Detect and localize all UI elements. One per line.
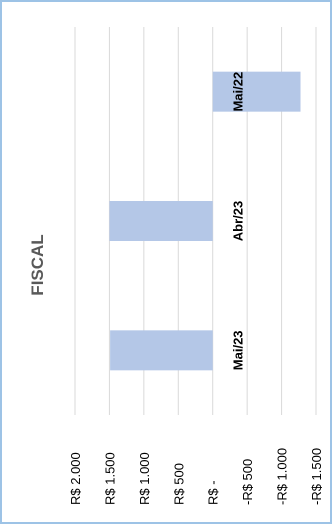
y-tick-label: -R$ 1.500 xyxy=(309,448,324,505)
category-label: Mai/23 xyxy=(231,330,246,370)
bar xyxy=(212,71,301,112)
y-tick-label: -R$ 1.000 xyxy=(275,448,290,505)
y-tick-label: R$ - xyxy=(206,480,221,505)
category-label: Mai/22 xyxy=(231,72,246,112)
chart-title: FISCAL xyxy=(28,234,47,295)
category-label: Abr/23 xyxy=(231,201,246,241)
y-tick-label: R$ 500 xyxy=(171,463,186,505)
y-tick-label: -R$ 500 xyxy=(240,459,255,505)
y-tick-label: R$ 1.500 xyxy=(102,452,117,505)
y-tick-label: R$ 2.000 xyxy=(68,452,83,505)
bar xyxy=(109,201,213,241)
y-tick-label: R$ 1.000 xyxy=(137,452,152,505)
bar xyxy=(110,330,213,371)
